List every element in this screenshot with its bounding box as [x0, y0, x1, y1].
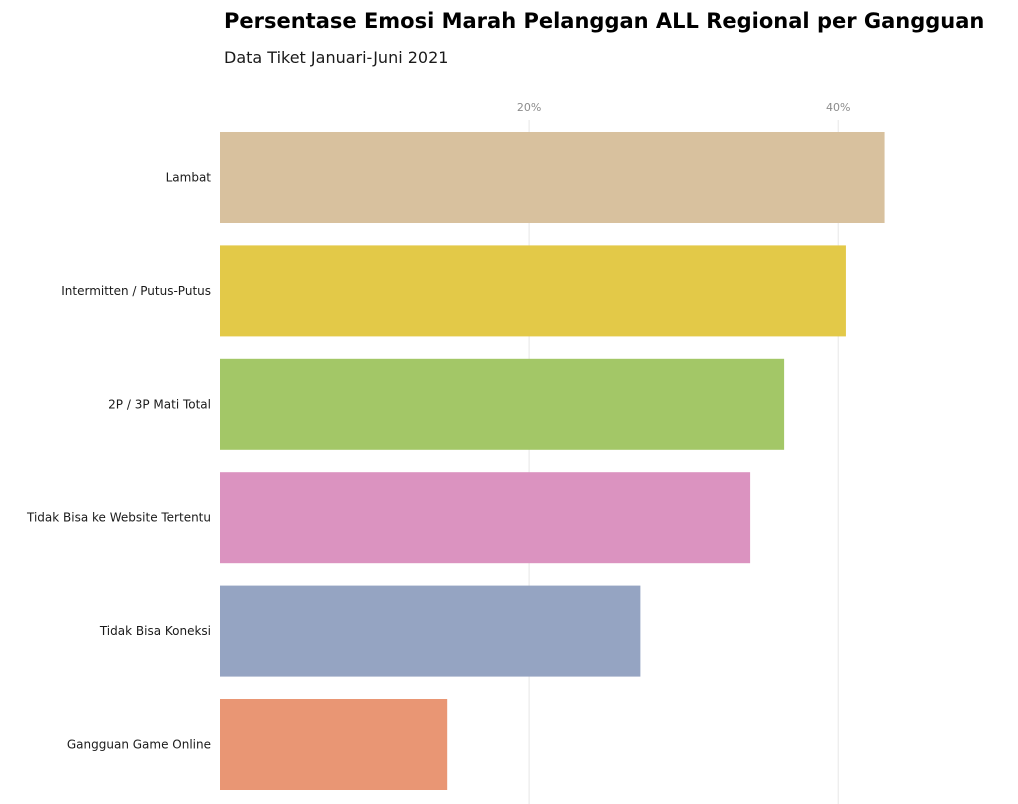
- x-tick-label: 20%: [517, 101, 541, 114]
- bar: [220, 472, 751, 564]
- x-tick-label: 40%: [826, 101, 850, 114]
- bar: [220, 585, 641, 677]
- bar: [220, 699, 448, 790]
- bars: [220, 132, 885, 790]
- category-labels: Lambat Intermitten / Putus-Putus 2P / 3P M…: [26, 171, 211, 752]
- category-label: Gangguan Game Online: [67, 738, 211, 752]
- chart-subtitle: Data Tiket Januari-Juni 2021: [224, 48, 449, 67]
- bar: [220, 358, 785, 450]
- category-label: Lambat: [166, 171, 212, 185]
- category-label: Intermitten / Putus-Putus: [61, 284, 211, 298]
- chart-title: Persentase Emosi Marah Pelanggan ALL Reg…: [224, 9, 985, 33]
- bar: [220, 245, 846, 337]
- category-label: 2P / 3P Mati Total: [108, 397, 211, 411]
- category-label: Tidak Bisa Koneksi: [99, 624, 211, 638]
- gridlines: [528, 120, 839, 804]
- x-tick-labels: 20% 40%: [517, 101, 851, 114]
- bar: [220, 132, 885, 223]
- category-label: Tidak Bisa ke Website Tertentu: [26, 511, 211, 525]
